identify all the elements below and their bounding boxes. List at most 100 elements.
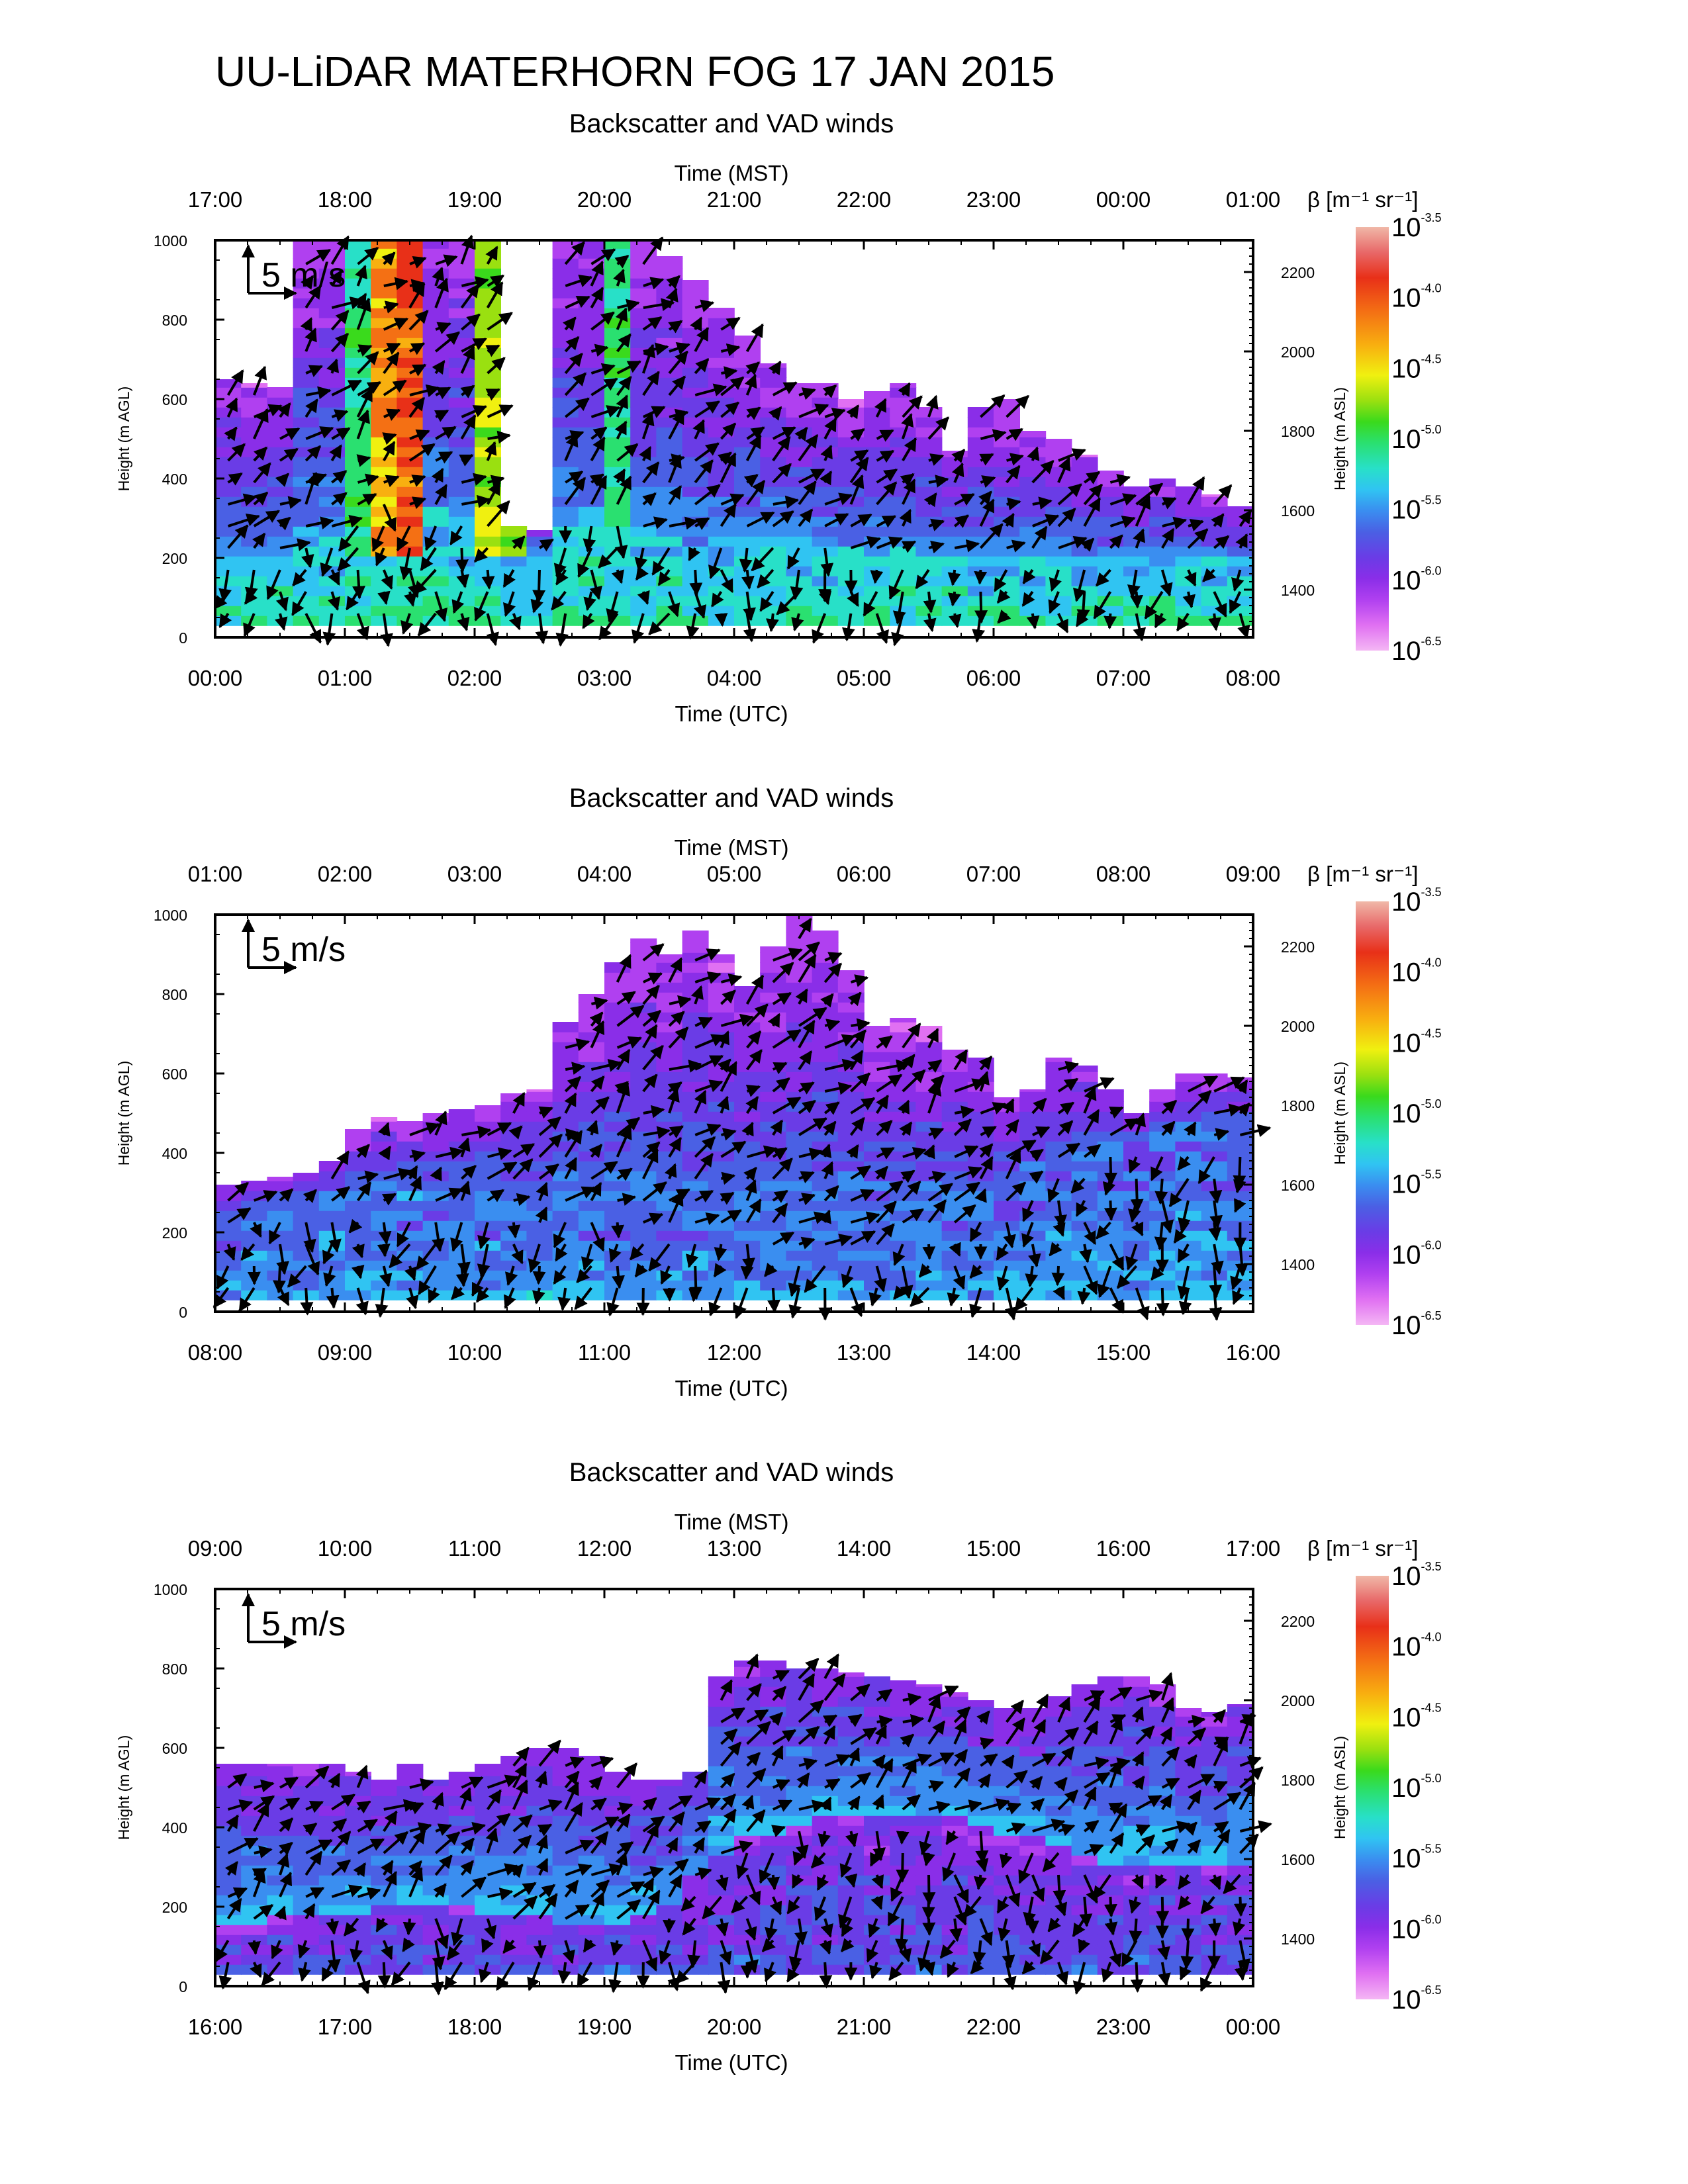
backscatter-cell — [422, 1796, 449, 1806]
wind-arrow — [457, 613, 470, 631]
backscatter-cell — [422, 268, 449, 279]
backscatter-cell — [526, 530, 553, 537]
backscatter-cell — [241, 506, 268, 517]
backscatter-cell — [241, 1815, 268, 1826]
backscatter-cell — [448, 377, 475, 388]
backscatter-cell — [1097, 526, 1124, 537]
backscatter-cell — [422, 1181, 449, 1191]
backscatter-cell — [1097, 1220, 1124, 1231]
wind-arrow — [331, 427, 351, 440]
vad-wind-vectors — [213, 234, 1252, 647]
backscatter-cell — [1071, 1121, 1098, 1132]
backscatter-cell — [448, 1875, 475, 1886]
backscatter-cell — [734, 1661, 761, 1667]
backscatter-cell — [267, 427, 294, 437]
wind-arrow — [279, 447, 299, 462]
backscatter-cell — [1097, 506, 1124, 517]
backscatter-cell — [786, 1141, 813, 1152]
x-top-tick-label: 09:00 — [1226, 862, 1281, 886]
backscatter-cell — [682, 536, 709, 547]
x-bottom-tick-label: 07:00 — [1096, 666, 1151, 690]
backscatter-cell — [552, 1201, 579, 1211]
backscatter-cell — [915, 1865, 943, 1876]
y2-tick-label: 1400 — [1281, 1256, 1315, 1273]
backscatter-cell — [967, 1260, 994, 1271]
backscatter-cell — [786, 1746, 813, 1756]
backscatter-cell — [1201, 494, 1228, 497]
colorbar-label: β [m⁻¹ sr⁻¹] — [1307, 187, 1418, 212]
backscatter-cell — [915, 1091, 943, 1102]
backscatter-cell — [890, 1746, 917, 1756]
backscatter-cell — [604, 982, 631, 993]
backscatter-cell — [1045, 1905, 1072, 1915]
y-tick-label: 600 — [162, 1740, 187, 1757]
backscatter-cell — [708, 1161, 735, 1171]
backscatter-cell — [1149, 1776, 1176, 1786]
backscatter-cell — [526, 1091, 553, 1102]
backscatter-cell — [293, 506, 320, 517]
backscatter-cell — [837, 596, 865, 606]
backscatter-cell — [760, 1260, 787, 1271]
backscatter-cell — [1045, 556, 1072, 567]
backscatter-cell — [345, 437, 371, 447]
backscatter-cell — [837, 1934, 865, 1945]
backscatter-cell — [1019, 546, 1047, 557]
backscatter-cell — [760, 486, 787, 497]
backscatter-cell — [682, 486, 709, 497]
backscatter-cell — [1019, 431, 1047, 437]
backscatter-cell — [812, 1161, 839, 1171]
backscatter-cell — [812, 1815, 839, 1826]
backscatter-cell — [422, 347, 449, 358]
backscatter-cell — [345, 268, 371, 279]
backscatter-cell — [475, 427, 501, 437]
wind-arrow — [301, 275, 314, 290]
backscatter-cell — [630, 596, 657, 606]
wind-arrow — [689, 569, 703, 596]
backscatter-cell — [1149, 1089, 1176, 1092]
backscatter-cell — [915, 526, 943, 537]
backscatter-cell — [318, 1875, 346, 1886]
backscatter-cell — [448, 397, 475, 408]
wind-arrow — [356, 409, 370, 439]
backscatter-cell — [397, 467, 424, 477]
backscatter-cell — [630, 328, 657, 338]
backscatter-cell — [1201, 596, 1228, 606]
backscatter-cell — [890, 556, 917, 567]
backscatter-cell — [994, 1141, 1020, 1152]
backscatter-cell — [1175, 1091, 1202, 1102]
backscatter-cell — [1123, 1766, 1150, 1776]
backscatter-cell — [371, 1141, 398, 1152]
backscatter-cell — [422, 308, 449, 318]
backscatter-cell — [318, 1764, 346, 1766]
y-tick-label: 200 — [162, 1224, 187, 1242]
backscatter-cell — [293, 1905, 320, 1915]
backscatter-cell — [656, 467, 683, 477]
backscatter-cell — [1201, 1895, 1228, 1905]
wind-arrow — [432, 266, 445, 287]
backscatter-cell — [630, 1270, 657, 1281]
backscatter-cell — [837, 1766, 865, 1776]
colorbar: β [m⁻¹ sr⁻¹]10-3.510-4.010-4.510-5.010-5… — [1307, 1536, 1442, 2015]
wind-arrow — [435, 254, 458, 267]
backscatter-cell — [293, 1210, 320, 1221]
backscatter-cell — [500, 1210, 528, 1221]
backscatter-cell — [682, 1835, 709, 1846]
backscatter-cell — [318, 447, 346, 457]
backscatter-cell — [1019, 1708, 1047, 1717]
backscatter-cell — [604, 1796, 631, 1806]
backscatter-cell — [552, 556, 579, 567]
x-bottom-tick-label: 15:00 — [1096, 1340, 1151, 1365]
backscatter-cell — [1071, 516, 1098, 527]
backscatter-cell — [267, 596, 294, 606]
backscatter-cell — [345, 240, 371, 249]
backscatter-cell — [1019, 1089, 1047, 1092]
y2-tick-label: 2000 — [1281, 1018, 1315, 1035]
backscatter-cell — [526, 1201, 553, 1211]
wind-arrow — [382, 504, 397, 532]
y-tick-label: 1000 — [154, 907, 187, 924]
backscatter-cell — [448, 447, 475, 457]
backscatter-cell — [371, 1845, 398, 1856]
x-bottom-tick-label: 08:00 — [1226, 666, 1281, 690]
backscatter-cell — [1227, 586, 1254, 596]
colorbar-tick-label: 10-4.5 — [1391, 352, 1442, 383]
